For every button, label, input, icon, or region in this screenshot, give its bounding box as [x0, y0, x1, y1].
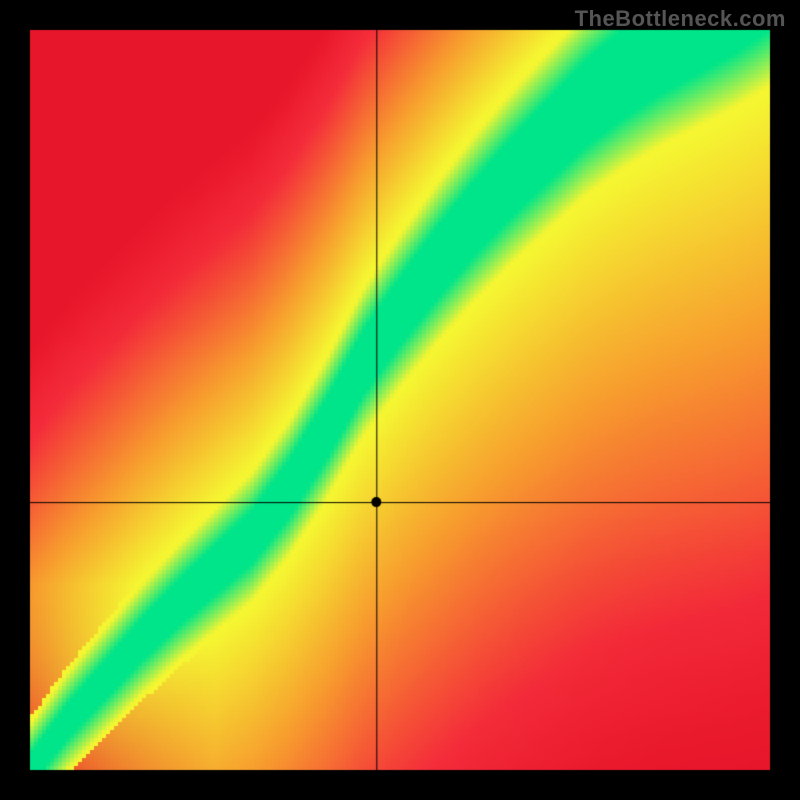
chart-container: TheBottleneck.com: [0, 0, 800, 800]
watermark-text: TheBottleneck.com: [575, 6, 786, 32]
heatmap-canvas: [0, 0, 800, 800]
